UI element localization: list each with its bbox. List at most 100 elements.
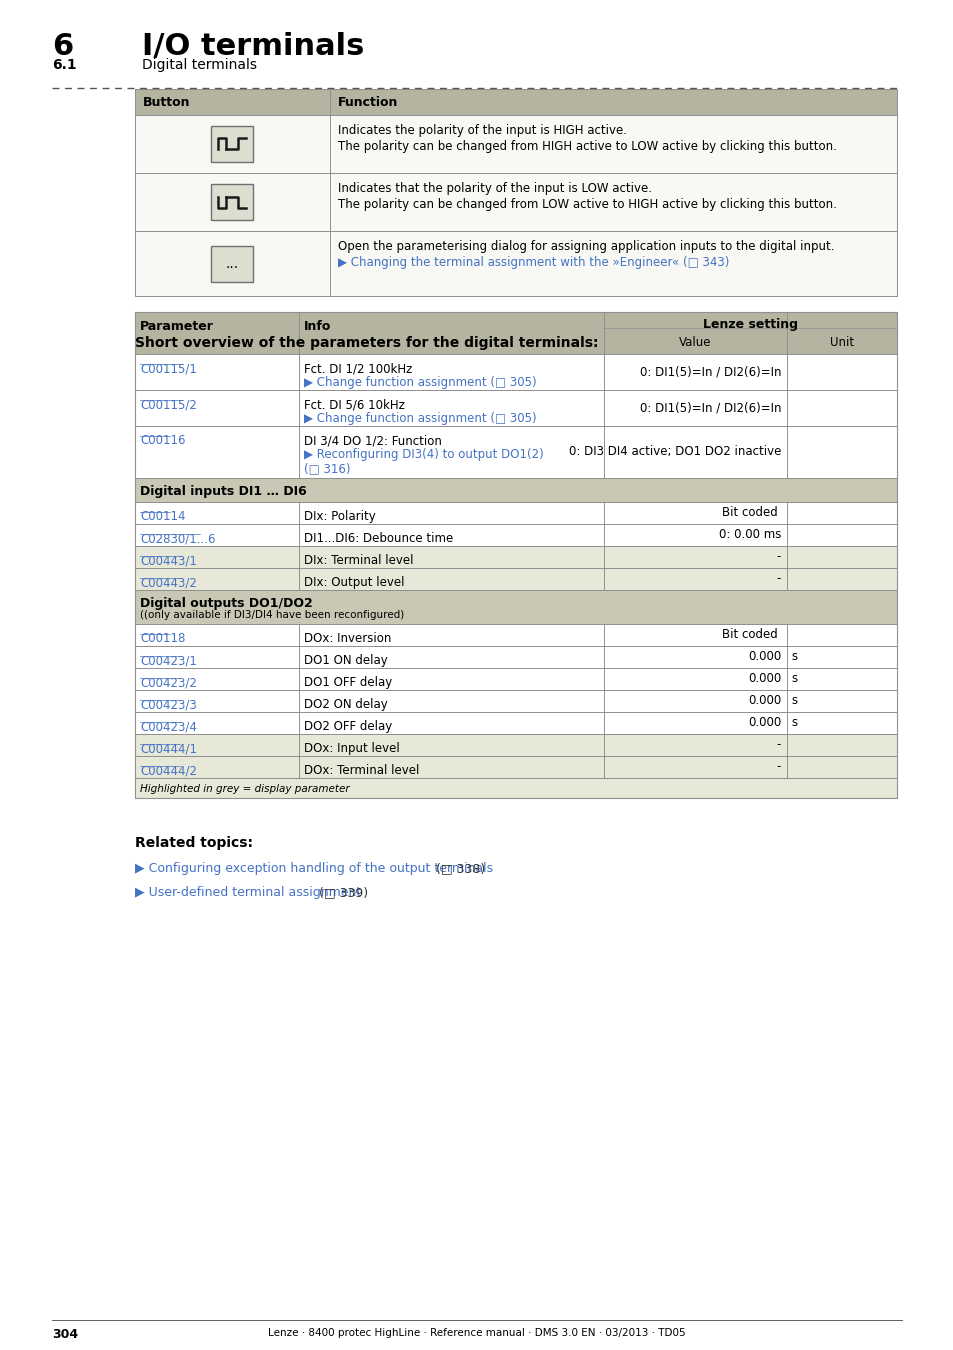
Text: Digital inputs DI1 … DI6: Digital inputs DI1 … DI6	[140, 485, 307, 498]
Text: Bit coded: Bit coded	[721, 506, 778, 520]
Bar	[135, 354, 896, 390]
Bar	[135, 734, 896, 756]
Bar	[212, 127, 253, 163]
Text: s: s	[791, 651, 797, 663]
Text: Button: Button	[143, 96, 191, 109]
Text: Digital terminals: Digital terminals	[142, 58, 256, 72]
Bar	[135, 115, 896, 173]
Text: Lenze setting: Lenze setting	[702, 319, 797, 331]
Text: Unit: Unit	[829, 336, 853, 350]
Text: DO2 OFF delay: DO2 OFF delay	[303, 720, 392, 733]
Bar	[212, 247, 253, 282]
Bar	[211, 246, 253, 282]
Text: C00444/2: C00444/2	[140, 764, 196, 778]
Text: ▶ Change function assignment (□ 305): ▶ Change function assignment (□ 305)	[303, 377, 536, 389]
Text: 0: DI1(5)=In / DI2(6)=In: 0: DI1(5)=In / DI2(6)=In	[639, 366, 781, 378]
Text: DIx: Output level: DIx: Output level	[303, 576, 404, 589]
Bar	[135, 545, 896, 568]
Text: 0: 0.00 ms: 0: 0.00 ms	[719, 528, 781, 541]
Bar	[135, 231, 896, 296]
Bar	[135, 312, 896, 354]
Bar	[135, 668, 896, 690]
Text: C00423/4: C00423/4	[140, 720, 196, 733]
Text: Indicates that the polarity of the input is LOW active.: Indicates that the polarity of the input…	[337, 182, 651, 194]
Text: Fct. DI 5/6 10kHz: Fct. DI 5/6 10kHz	[303, 398, 404, 410]
Text: 0.000: 0.000	[747, 672, 781, 686]
Bar	[211, 184, 253, 220]
Text: DI1...DI6: Debounce time: DI1...DI6: Debounce time	[303, 532, 453, 545]
Text: C00114: C00114	[140, 510, 185, 522]
Bar	[135, 690, 896, 711]
Bar	[135, 647, 896, 668]
Text: DOx: Terminal level: DOx: Terminal level	[303, 764, 418, 778]
Text: C00423/3: C00423/3	[140, 698, 196, 711]
Text: C00423/2: C00423/2	[140, 676, 196, 688]
Text: ((only available if DI3/DI4 have been reconfigured): ((only available if DI3/DI4 have been re…	[140, 610, 404, 620]
Bar	[135, 173, 896, 231]
Bar	[135, 568, 896, 590]
Text: ▶ Reconfiguring DI3(4) to output DO1(2): ▶ Reconfiguring DI3(4) to output DO1(2)	[303, 448, 543, 460]
Text: C00115/2: C00115/2	[140, 398, 196, 410]
Text: C00118: C00118	[140, 632, 185, 645]
Text: DIx: Polarity: DIx: Polarity	[303, 510, 375, 522]
Text: DO2 ON delay: DO2 ON delay	[303, 698, 387, 711]
Text: s: s	[791, 672, 797, 686]
Text: The polarity can be changed from HIGH active to LOW active by clicking this butt: The polarity can be changed from HIGH ac…	[337, 140, 836, 153]
Text: 0.000: 0.000	[747, 694, 781, 707]
Text: C00443/2: C00443/2	[140, 576, 196, 589]
Bar	[135, 89, 896, 296]
Text: 0.000: 0.000	[747, 717, 781, 729]
Bar	[211, 126, 253, 162]
Text: ▶ Configuring exception handling of the output terminals: ▶ Configuring exception handling of the …	[135, 863, 493, 875]
Text: DO1 OFF delay: DO1 OFF delay	[303, 676, 392, 688]
Text: DIx: Terminal level: DIx: Terminal level	[303, 554, 413, 567]
Text: 6: 6	[52, 32, 73, 61]
Text: Lenze · 8400 protec HighLine · Reference manual · DMS 3.0 EN · 03/2013 · TD05: Lenze · 8400 protec HighLine · Reference…	[268, 1328, 685, 1338]
Text: Function: Function	[337, 96, 398, 109]
Text: Bit coded: Bit coded	[721, 629, 778, 641]
Text: Indicates the polarity of the input is HIGH active.: Indicates the polarity of the input is H…	[337, 124, 626, 136]
Text: ▶ Change function assignment (□ 305): ▶ Change function assignment (□ 305)	[303, 412, 536, 425]
Text: Info: Info	[303, 320, 331, 333]
Text: -: -	[776, 760, 780, 774]
Text: 0: DI1(5)=In / DI2(6)=In: 0: DI1(5)=In / DI2(6)=In	[639, 401, 781, 414]
Text: Related topics:: Related topics:	[135, 836, 253, 850]
Text: -: -	[776, 551, 780, 563]
Bar	[135, 524, 896, 545]
Text: Open the parameterising dialog for assigning application inputs to the digital i: Open the parameterising dialog for assig…	[337, 240, 834, 252]
Text: C00116: C00116	[140, 433, 185, 447]
Text: 304: 304	[52, 1328, 78, 1341]
Text: Digital outputs DO1/DO2: Digital outputs DO1/DO2	[140, 597, 313, 610]
Text: (□ 316): (□ 316)	[303, 462, 350, 475]
Text: I/O terminals: I/O terminals	[142, 32, 364, 61]
Text: Parameter: Parameter	[140, 320, 213, 333]
Text: (□ 338): (□ 338)	[432, 863, 484, 875]
Text: DI 3/4 DO 1/2: Function: DI 3/4 DO 1/2: Function	[303, 433, 441, 447]
Bar	[135, 624, 896, 647]
Bar	[135, 756, 896, 778]
Bar	[135, 502, 896, 524]
Bar	[135, 427, 896, 478]
Text: (□ 339): (□ 339)	[314, 886, 368, 899]
Text: 0.000: 0.000	[747, 651, 781, 663]
Text: Value: Value	[679, 336, 711, 350]
Text: Highlighted in grey = display parameter: Highlighted in grey = display parameter	[140, 784, 349, 794]
Text: C00115/1: C00115/1	[140, 362, 196, 375]
Text: C00444/1: C00444/1	[140, 743, 196, 755]
Bar	[212, 185, 253, 221]
Text: ...: ...	[225, 256, 238, 270]
Bar	[135, 711, 896, 734]
Bar	[135, 590, 896, 624]
Text: 0: DI3 DI4 active; DO1 DO2 inactive: 0: DI3 DI4 active; DO1 DO2 inactive	[569, 446, 781, 459]
Text: -: -	[776, 738, 780, 752]
Text: DO1 ON delay: DO1 ON delay	[303, 653, 387, 667]
Text: s: s	[791, 717, 797, 729]
Bar	[135, 778, 896, 798]
Text: C02830/1...6: C02830/1...6	[140, 532, 215, 545]
Text: ▶ User-defined terminal assignment: ▶ User-defined terminal assignment	[135, 886, 361, 899]
Text: Fct. DI 1/2 100kHz: Fct. DI 1/2 100kHz	[303, 362, 412, 375]
Text: C00423/1: C00423/1	[140, 653, 196, 667]
Text: -: -	[776, 572, 780, 586]
Text: Short overview of the parameters for the digital terminals:: Short overview of the parameters for the…	[135, 336, 598, 350]
Text: DOx: Input level: DOx: Input level	[303, 743, 399, 755]
